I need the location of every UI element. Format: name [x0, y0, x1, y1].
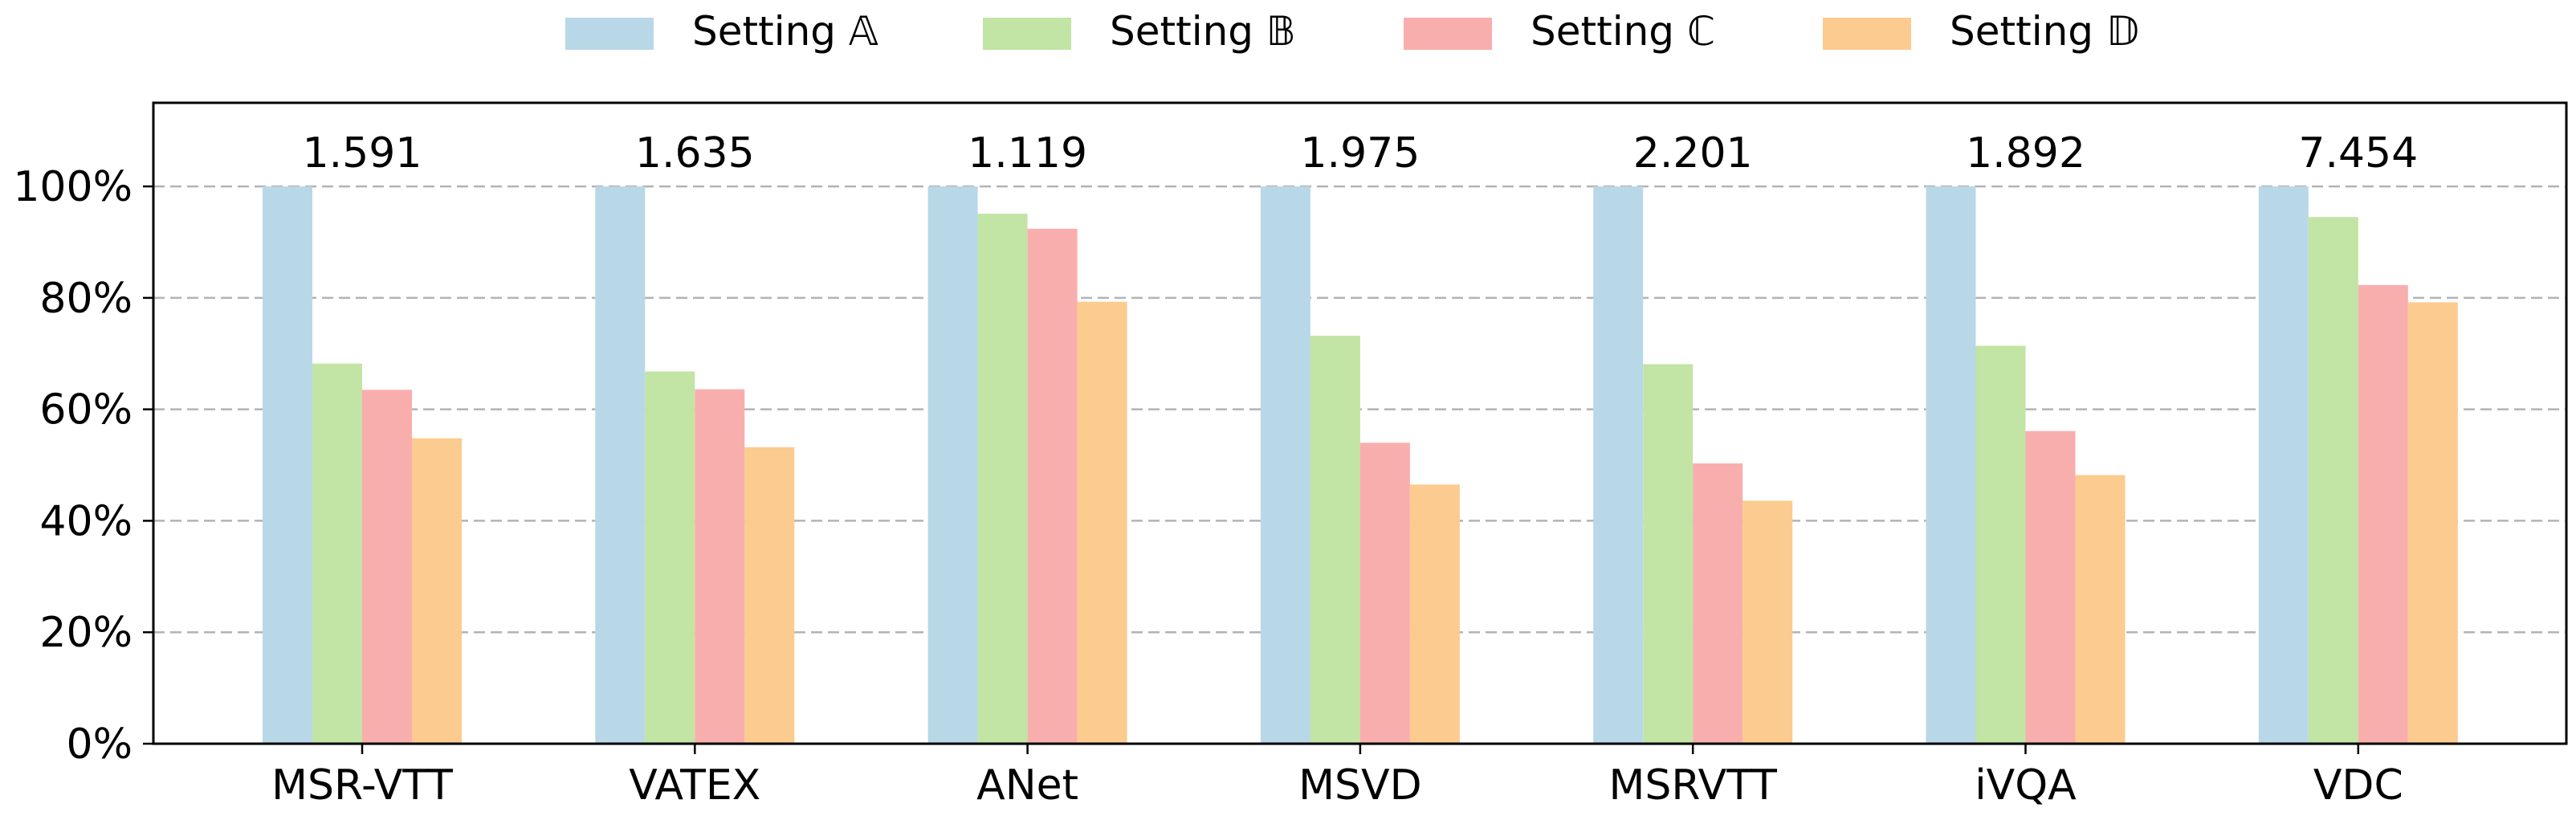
- group-annotation-4: 1.975: [1300, 129, 1420, 177]
- bar-msr-vtt-s3: [362, 390, 412, 744]
- legend-label-1: Setting 𝔸: [692, 8, 878, 55]
- legend-label-2: Setting 𝔹: [1110, 8, 1295, 55]
- legend-swatch-1: [565, 18, 654, 50]
- group-annotation-2: 1.635: [635, 129, 755, 177]
- x-tick-label-2: VATEX: [629, 761, 760, 810]
- bar-msvd-s2: [1310, 336, 1360, 744]
- bar-msr-vtt-s1: [263, 186, 312, 744]
- group-annotation-5: 2.201: [1633, 129, 1753, 177]
- bar-ivqa-s2: [1975, 345, 2026, 744]
- bar-vatex-s4: [744, 447, 795, 744]
- bar-msvd-s3: [1359, 443, 1410, 744]
- bar-vatex-s2: [645, 371, 695, 744]
- bar-msrvtt-s3: [1693, 463, 1743, 744]
- y-tick-label-0: 0%: [67, 720, 133, 769]
- bar-anet-s3: [1027, 228, 1078, 744]
- bar-vdc-s1: [2258, 186, 2309, 744]
- bar-vdc-s4: [2407, 302, 2458, 744]
- x-tick-label-7: VDC: [2313, 761, 2403, 810]
- y-tick-label-5: 100%: [13, 163, 132, 211]
- y-tick-label-1: 20%: [39, 609, 132, 657]
- group-annotation-6: 1.892: [1966, 129, 2085, 177]
- group-annotation-3: 1.119: [968, 129, 1087, 177]
- legend-swatch-2: [983, 18, 1071, 50]
- y-tick-label-4: 80%: [39, 275, 132, 323]
- group-annotation-1: 1.591: [303, 129, 422, 177]
- legend-label-4: Setting 𝔻: [1950, 8, 2139, 55]
- bar-msr-vtt-s2: [312, 363, 362, 744]
- bar-msr-vtt-s4: [412, 438, 462, 744]
- bar-msrvtt-s1: [1593, 186, 1644, 744]
- bar-msrvtt-s2: [1643, 364, 1694, 744]
- group-annotation-7: 7.454: [2298, 129, 2418, 177]
- bar-ivqa-s4: [2075, 475, 2126, 744]
- y-tick-label-2: 40%: [39, 497, 132, 545]
- x-tick-label-4: MSVD: [1298, 761, 1422, 810]
- bar-anet-s1: [927, 186, 978, 744]
- plot-frame: [152, 101, 2568, 745]
- bar-vatex-s3: [695, 389, 745, 744]
- bar-msrvtt-s4: [1742, 500, 1793, 744]
- x-tick-label-6: iVQA: [1975, 761, 2077, 810]
- bar-anet-s4: [1077, 301, 1127, 745]
- bar-msvd-s4: [1409, 484, 1460, 744]
- bar-anet-s2: [977, 214, 1028, 744]
- legend-swatch-3: [1404, 18, 1492, 50]
- bar-vdc-s3: [2358, 284, 2408, 745]
- bar-msvd-s1: [1260, 186, 1310, 744]
- x-tick-label-3: ANet: [976, 761, 1078, 810]
- bar-vatex-s1: [595, 186, 646, 744]
- legend-label-3: Setting ℂ: [1531, 8, 1715, 55]
- legend-swatch-4: [1823, 18, 1911, 50]
- bar-ivqa-s1: [1926, 186, 1976, 744]
- bar-vdc-s2: [2308, 217, 2358, 744]
- bar-ivqa-s3: [2025, 430, 2076, 744]
- x-tick-label-1: MSR-VTT: [271, 761, 453, 810]
- y-tick-label-3: 60%: [39, 386, 132, 435]
- x-tick-label-5: MSRVTT: [1609, 761, 1778, 810]
